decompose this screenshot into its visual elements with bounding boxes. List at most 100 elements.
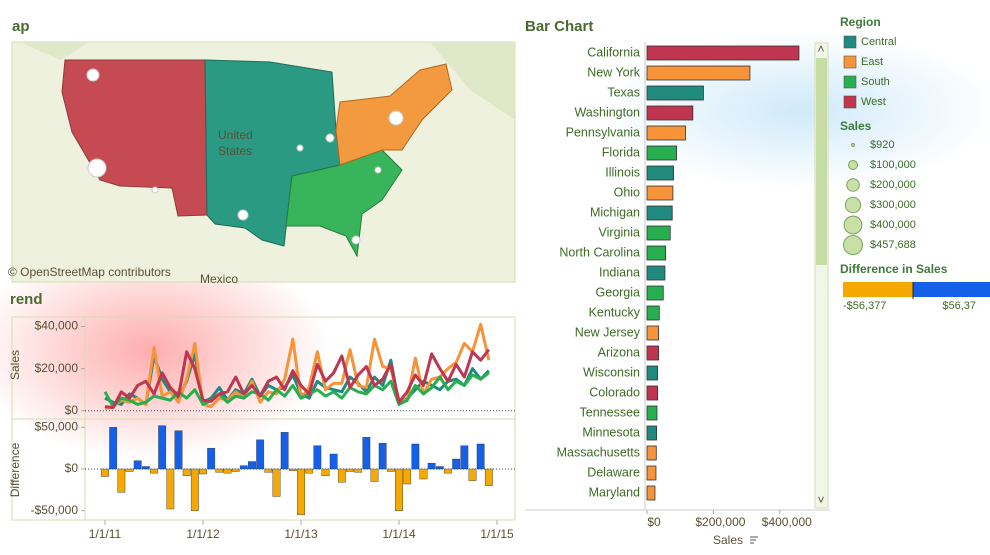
category-label: Michigan — [590, 205, 640, 219]
difference-bar — [460, 445, 469, 470]
difference-bar — [231, 468, 240, 472]
x-tick-label: 1/1/11 — [89, 527, 122, 541]
x-tick-label: $0 — [647, 515, 661, 529]
category-label: Washington — [574, 105, 640, 119]
x-tick-label: 1/1/15 — [480, 527, 514, 541]
category-label: New Jersey — [575, 325, 641, 339]
legend-label: $200,000 — [870, 179, 916, 191]
difference-bar — [248, 461, 256, 470]
difference-bar — [476, 443, 485, 470]
difference-bar — [117, 468, 126, 493]
difference-bar — [411, 443, 420, 470]
category-label: Delaware — [587, 465, 640, 479]
series-line — [104, 348, 491, 410]
bar — [646, 425, 658, 441]
category-label: Ohio — [614, 185, 640, 199]
y-axis-label: Difference — [8, 442, 22, 497]
legend-label: $457,688 — [870, 239, 916, 251]
category-label: Colorado — [589, 385, 640, 399]
bar — [646, 445, 657, 461]
bar — [646, 265, 666, 281]
category-label: Virginia — [599, 225, 641, 239]
bar — [646, 345, 660, 361]
category-label: Illinois — [605, 165, 640, 179]
category-label: Tennessee — [580, 405, 641, 419]
difference-bar — [264, 468, 273, 473]
difference-bar — [370, 468, 379, 482]
difference-bar — [166, 468, 175, 510]
x-tick-label: $200,000 — [695, 515, 745, 529]
difference-bar — [272, 468, 281, 497]
bar — [646, 465, 657, 481]
difference-bar — [141, 466, 150, 470]
category-label: California — [587, 45, 640, 59]
color-ramp-negative — [843, 282, 913, 297]
difference-bar — [305, 468, 314, 474]
legend-swatch — [843, 55, 857, 69]
difference-bar — [150, 468, 158, 474]
category-label: Texas — [607, 85, 640, 99]
bar — [646, 225, 671, 241]
legend-label: West — [861, 96, 886, 108]
difference-bar — [362, 437, 371, 470]
bar — [646, 305, 660, 321]
bar — [646, 85, 704, 101]
difference-bar — [419, 468, 428, 480]
bar — [646, 185, 674, 201]
category-label: Arizona — [598, 345, 640, 359]
legend-title: Region — [840, 15, 881, 29]
x-tick-label: $400,000 — [762, 515, 812, 529]
glow — [0, 240, 330, 460]
trend-title: rend — [10, 291, 43, 308]
difference-bar — [386, 468, 395, 472]
legend-label: $400,000 — [870, 219, 916, 231]
bar — [646, 405, 658, 421]
y-tick-label: $40,000 — [35, 319, 79, 333]
difference-bar — [395, 468, 403, 511]
scrollbar-thumb[interactable] — [816, 58, 827, 265]
category-label: Indiana — [599, 265, 640, 279]
difference-bar — [158, 425, 167, 470]
category-label: Massachusetts — [557, 445, 640, 459]
sort-icon[interactable] — [750, 536, 758, 544]
legend-label: $300,000 — [870, 199, 916, 211]
bar — [646, 385, 659, 401]
difference-bar — [133, 460, 142, 470]
legend-label: East — [861, 56, 883, 68]
y-tick-label: -$50,000 — [31, 503, 79, 517]
bar — [646, 165, 674, 181]
size-swatch — [848, 160, 858, 170]
scroll-down[interactable]: ˅ — [817, 493, 824, 507]
bar-chart-title: Bar Chart — [525, 18, 593, 35]
y-tick-label: $0 — [65, 403, 79, 417]
bar — [646, 205, 673, 221]
bar — [646, 325, 660, 341]
difference-bar — [403, 468, 412, 485]
difference-bar — [484, 468, 493, 486]
size-swatch — [843, 215, 863, 235]
x-tick-label: 1/1/13 — [284, 527, 318, 541]
category-label: New York — [587, 65, 641, 79]
category-label: Florida — [602, 145, 640, 159]
category-label: Georgia — [596, 285, 641, 299]
map-label: States — [218, 144, 252, 158]
difference-bar — [427, 462, 436, 470]
difference-bar — [321, 468, 330, 476]
category-label: Minnesota — [582, 425, 640, 439]
map-attribution: © OpenStreetMap contributors — [8, 265, 171, 279]
size-swatch — [851, 143, 855, 147]
difference-bar — [125, 468, 134, 472]
difference-bar — [223, 468, 232, 474]
map-title: ap — [12, 18, 30, 35]
difference-bar — [313, 445, 322, 470]
difference-bar — [435, 466, 444, 470]
scroll-up[interactable]: ˄ — [817, 42, 824, 56]
difference-bar — [256, 439, 265, 470]
difference-bar — [109, 427, 118, 470]
difference-bar — [329, 453, 338, 470]
difference-bar — [444, 468, 452, 474]
difference-bar — [378, 442, 387, 470]
x-tick-label: 1/1/14 — [382, 527, 416, 541]
difference-bar — [101, 468, 109, 477]
bar — [646, 65, 751, 81]
